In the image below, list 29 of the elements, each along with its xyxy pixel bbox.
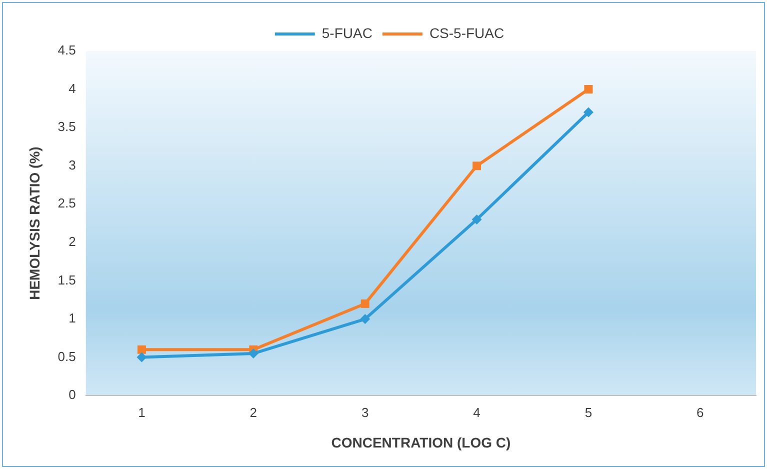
x-tick-label: 3 <box>361 404 369 420</box>
point <box>137 345 146 354</box>
y-tick-label: 4 <box>68 80 76 96</box>
y-tick-label: 2 <box>68 234 76 250</box>
x-tick-label: 1 <box>138 404 146 420</box>
y-tick-label: 1.5 <box>58 272 76 288</box>
point <box>584 85 593 94</box>
point <box>248 348 258 358</box>
y-tick-label: 3.5 <box>58 119 76 134</box>
point <box>472 162 482 170</box>
point <box>136 352 147 362</box>
point <box>472 214 482 224</box>
point <box>360 314 370 324</box>
y-axis-title: HEMOLYSIS RATIO (%) <box>26 146 42 300</box>
y-tick-label: 1 <box>68 310 76 326</box>
point <box>360 299 370 308</box>
legend-label: 5-FUAC <box>322 24 372 41</box>
y-tick-label: 3 <box>68 157 76 172</box>
y-tick-label: 2.5 <box>58 196 76 211</box>
y-tick-label: 0.5 <box>58 348 76 364</box>
x-tick-label: 4 <box>473 404 480 420</box>
x-tick-label: 6 <box>696 404 704 420</box>
y-tick-label: 0 <box>68 387 76 402</box>
legend-label: CS-5-FUAC <box>429 24 504 41</box>
point <box>583 107 594 118</box>
x-tick-label: 5 <box>584 404 592 420</box>
y-tick-label: 4.5 <box>58 42 76 58</box>
x-tick-label: 2 <box>250 404 258 420</box>
x-axis-title: CONCENTRATION (LOG C) <box>331 434 511 450</box>
